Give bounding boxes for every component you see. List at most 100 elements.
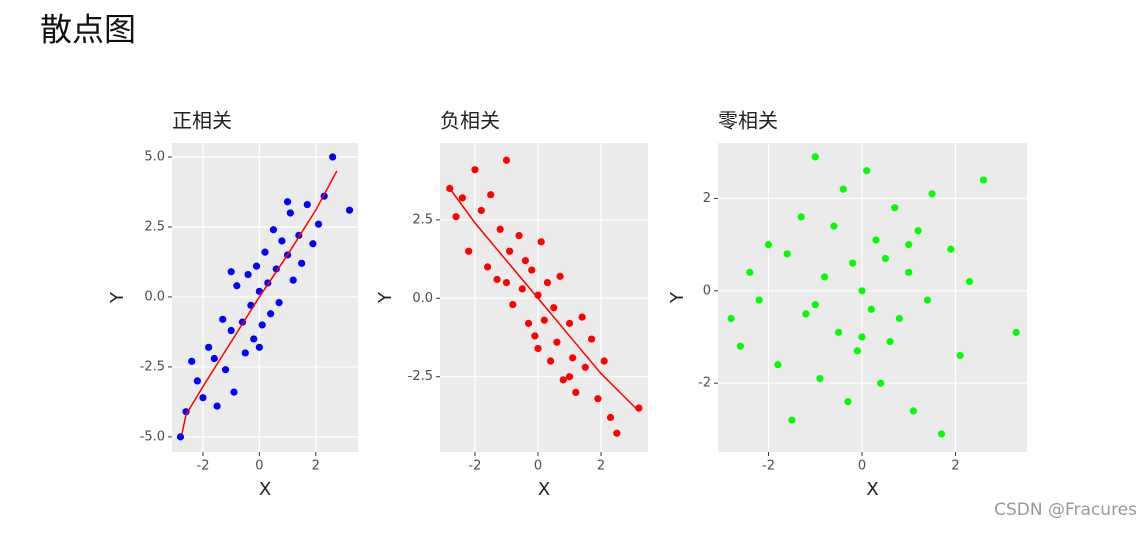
x-tick-label: 2 bbox=[951, 459, 959, 474]
point bbox=[275, 298, 283, 307]
y-tick-label: 5.0 bbox=[144, 149, 165, 164]
point bbox=[547, 357, 555, 365]
y-tick-label: -2.5 bbox=[140, 359, 165, 374]
point bbox=[314, 220, 323, 228]
point bbox=[811, 153, 819, 161]
y-tick-label: 2.5 bbox=[144, 219, 165, 234]
point bbox=[210, 354, 218, 363]
point bbox=[835, 328, 843, 336]
point bbox=[746, 268, 754, 276]
y-axis-label: Y bbox=[107, 291, 128, 304]
point bbox=[182, 408, 190, 416]
point bbox=[830, 222, 838, 230]
point bbox=[736, 342, 745, 350]
point bbox=[233, 282, 241, 290]
panel-title: 负相关 bbox=[440, 109, 500, 133]
point bbox=[193, 377, 201, 385]
y-axis-label: Y bbox=[667, 291, 688, 304]
point bbox=[528, 266, 536, 274]
point bbox=[502, 278, 511, 287]
point bbox=[496, 225, 504, 233]
point bbox=[858, 333, 866, 341]
point bbox=[909, 407, 918, 415]
point bbox=[569, 354, 577, 362]
point bbox=[844, 398, 852, 406]
x-tick-label: -2 bbox=[468, 459, 481, 474]
x-tick-label: -2 bbox=[197, 459, 210, 474]
point bbox=[802, 310, 810, 318]
point bbox=[820, 273, 829, 281]
point bbox=[867, 305, 875, 313]
point bbox=[891, 204, 899, 212]
point bbox=[258, 321, 266, 329]
point bbox=[774, 361, 782, 369]
point bbox=[764, 241, 773, 249]
point bbox=[515, 231, 523, 240]
point bbox=[979, 176, 988, 184]
point bbox=[255, 343, 263, 351]
x-tick-label: 0 bbox=[858, 459, 866, 474]
point bbox=[540, 316, 548, 324]
point bbox=[534, 344, 542, 353]
point bbox=[783, 250, 791, 258]
point bbox=[839, 185, 847, 193]
point bbox=[947, 245, 955, 253]
y-tick-label: 0 bbox=[703, 283, 711, 298]
point bbox=[483, 263, 492, 271]
point bbox=[553, 338, 561, 346]
point bbox=[502, 156, 511, 164]
point bbox=[905, 268, 913, 276]
point bbox=[928, 190, 936, 198]
x-tick-label: 2 bbox=[597, 459, 605, 474]
plot-background bbox=[718, 143, 1027, 452]
point bbox=[458, 194, 466, 202]
point bbox=[524, 319, 533, 327]
point bbox=[594, 395, 602, 403]
point bbox=[244, 270, 252, 279]
point bbox=[905, 241, 913, 249]
point bbox=[487, 191, 495, 199]
point bbox=[872, 236, 880, 244]
point bbox=[521, 257, 530, 265]
point bbox=[267, 310, 275, 318]
point bbox=[556, 272, 564, 280]
point bbox=[188, 357, 196, 365]
point bbox=[797, 213, 805, 221]
point bbox=[600, 357, 608, 365]
point bbox=[303, 200, 311, 209]
point bbox=[886, 338, 894, 346]
x-tick-label: 2 bbox=[312, 459, 320, 474]
point bbox=[816, 374, 824, 383]
x-axis-label: X bbox=[866, 479, 878, 500]
point bbox=[252, 262, 261, 270]
point bbox=[272, 265, 280, 273]
y-tick-label: 0.0 bbox=[144, 289, 165, 304]
point bbox=[452, 213, 460, 221]
point bbox=[509, 300, 517, 309]
point bbox=[572, 388, 580, 396]
panel-title: 零相关 bbox=[718, 109, 778, 133]
point bbox=[477, 206, 485, 215]
point bbox=[956, 351, 964, 360]
point bbox=[849, 259, 857, 267]
point bbox=[465, 247, 473, 255]
plot-background bbox=[440, 143, 648, 452]
point bbox=[205, 343, 213, 351]
point bbox=[606, 413, 615, 422]
y-tick-label: -2 bbox=[698, 376, 711, 391]
x-tick-label: -2 bbox=[762, 459, 775, 474]
point bbox=[199, 394, 207, 402]
point bbox=[1012, 328, 1020, 336]
point bbox=[559, 376, 567, 384]
point bbox=[965, 277, 974, 286]
point bbox=[230, 388, 238, 396]
point bbox=[250, 335, 258, 343]
point bbox=[241, 349, 249, 357]
y-tick-label: -5.0 bbox=[140, 429, 165, 444]
point bbox=[493, 275, 501, 284]
point bbox=[858, 287, 866, 295]
y-tick-label: 2 bbox=[703, 191, 711, 206]
watermark: CSDN @Fracures bbox=[994, 500, 1137, 520]
point bbox=[309, 240, 317, 248]
